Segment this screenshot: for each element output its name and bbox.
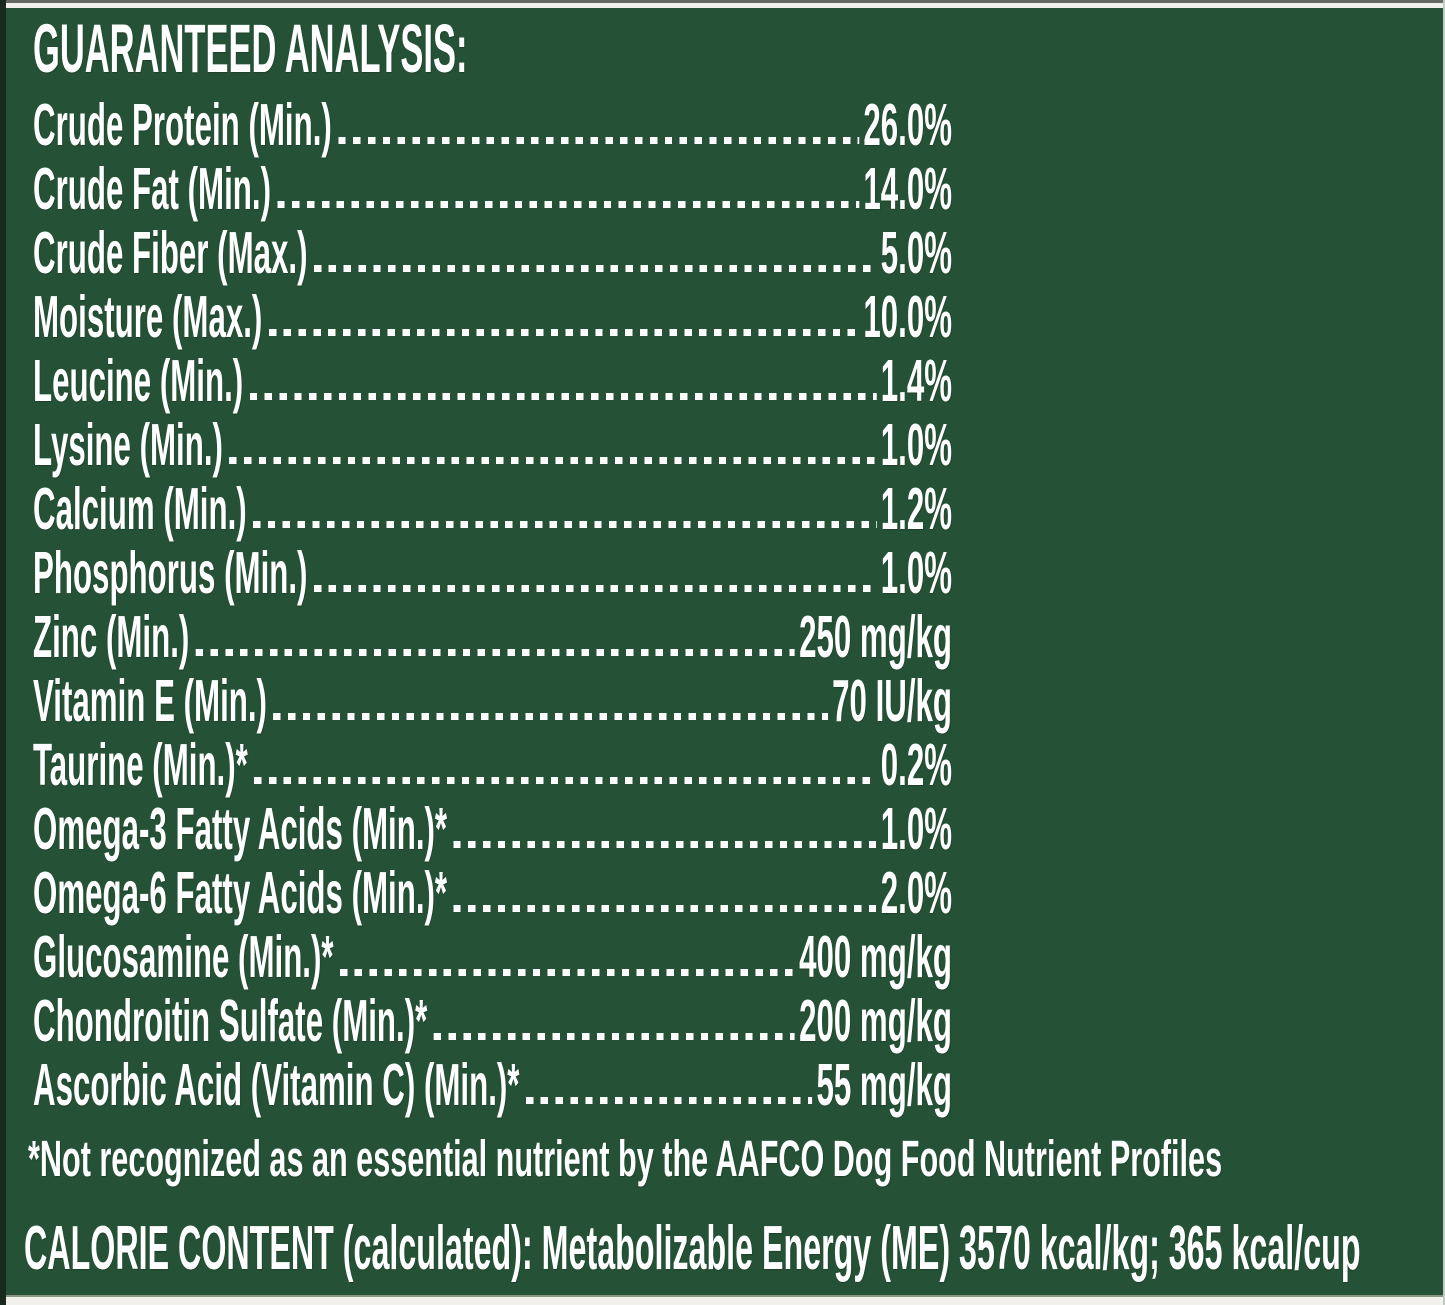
- nutrient-label: Crude Fiber (Max.): [33, 220, 308, 286]
- analysis-row: Crude Protein (Min.) 26.0%: [33, 93, 952, 157]
- scan-edge-top-white: [0, 3, 1445, 8]
- dotted-leader: [433, 1033, 795, 1040]
- dotted-leader: [268, 329, 860, 336]
- nutrient-label: Chondroitin Sulfate (Min.)*: [33, 988, 428, 1054]
- nutrient-value: 400 mg/kg: [799, 924, 953, 990]
- nutrient-value: 0.2%: [880, 732, 953, 798]
- analysis-table: Crude Protein (Min.) 26.0% Crude Fat (Mi…: [33, 93, 952, 1117]
- dotted-leader: [254, 777, 877, 784]
- aafco-footnote: *Not recognized as an essential nutrient…: [28, 1130, 1223, 1187]
- nutrient-label: Moisture (Max.): [33, 284, 263, 350]
- nutrient-label: Crude Fat (Min.): [33, 156, 271, 222]
- nutrient-label: Glucosamine (Min.)*: [33, 924, 334, 990]
- nutrient-value: 1.0%: [880, 796, 953, 862]
- analysis-row: Ascorbic Acid (Vitamin C) (Min.)* 55 mg/…: [33, 1053, 952, 1117]
- scan-edge-top-dark: [0, 0, 1445, 3]
- nutrient-label: Taurine (Min.)*: [33, 732, 248, 798]
- analysis-row: Taurine (Min.)* 0.2%: [33, 733, 952, 797]
- section-title: GUARANTEED ANALYSIS:: [33, 10, 468, 87]
- nutrient-value: 10.0%: [863, 284, 953, 350]
- nutrient-value: 1.4%: [880, 348, 953, 414]
- dotted-leader: [273, 713, 828, 720]
- nutrient-label: Omega-6 Fatty Acids (Min.)*: [33, 860, 448, 926]
- dotted-leader: [339, 969, 795, 976]
- analysis-row: Omega-6 Fatty Acids (Min.)* 2.0%: [33, 861, 952, 925]
- analysis-row: Vitamin E (Min.) 70 IU/kg: [33, 669, 952, 733]
- dotted-leader: [195, 649, 795, 656]
- nutrient-label: Ascorbic Acid (Vitamin C) (Min.)*: [33, 1052, 520, 1118]
- nutrient-label: Zinc (Min.): [33, 604, 190, 670]
- dotted-leader: [453, 905, 877, 912]
- nutrient-value: 2.0%: [880, 860, 953, 926]
- analysis-row: Chondroitin Sulfate (Min.)* 200 mg/kg: [33, 989, 952, 1053]
- nutrient-label: Omega-3 Fatty Acids (Min.)*: [33, 796, 448, 862]
- nutrient-value: 200 mg/kg: [799, 988, 953, 1054]
- nutrient-value: 1.0%: [880, 540, 953, 606]
- scan-edge-right: [1443, 0, 1445, 1305]
- analysis-row: Lysine (Min.) 1.0%: [33, 413, 952, 477]
- nutrient-value: 250 mg/kg: [799, 604, 953, 670]
- scan-edge-bottom-line: [0, 1295, 1445, 1297]
- nutrient-label: Phosphorus (Min.): [33, 540, 308, 606]
- dotted-leader: [253, 521, 877, 528]
- analysis-row: Moisture (Max.) 10.0%: [33, 285, 952, 349]
- nutrient-label: Calcium (Min.): [33, 476, 247, 542]
- analysis-row: Zinc (Min.) 250 mg/kg: [33, 605, 952, 669]
- nutrient-label: Leucine (Min.): [33, 348, 244, 414]
- dotted-leader: [453, 841, 877, 848]
- analysis-row: Omega-3 Fatty Acids (Min.)* 1.0%: [33, 797, 952, 861]
- nutrient-value: 70 IU/kg: [832, 668, 953, 734]
- scan-edge-bottom-white: [0, 1297, 1445, 1305]
- scan-edge-left: [0, 0, 6, 1305]
- analysis-row: Phosphorus (Min.) 1.0%: [33, 541, 952, 605]
- analysis-row: Calcium (Min.) 1.2%: [33, 477, 952, 541]
- nutrient-label: Lysine (Min.): [33, 412, 223, 478]
- nutrient-value: 55 mg/kg: [816, 1052, 953, 1118]
- nutrient-value: 14.0%: [863, 156, 953, 222]
- calorie-content-statement: CALORIE CONTENT (calculated): Metaboliza…: [24, 1214, 1361, 1283]
- dotted-leader: [277, 201, 860, 208]
- nutrient-label: Vitamin E (Min.): [33, 668, 267, 734]
- analysis-row: Leucine (Min.) 1.4%: [33, 349, 952, 413]
- dotted-leader: [338, 137, 860, 144]
- dotted-leader: [313, 265, 877, 272]
- nutrient-value: 1.2%: [880, 476, 953, 542]
- nutrient-value: 26.0%: [863, 92, 953, 158]
- nutrient-value: 1.0%: [880, 412, 953, 478]
- analysis-row: Crude Fat (Min.) 14.0%: [33, 157, 952, 221]
- dotted-leader: [249, 393, 877, 400]
- nutrient-value: 5.0%: [880, 220, 953, 286]
- dotted-leader: [313, 585, 877, 592]
- dotted-leader: [525, 1097, 813, 1104]
- analysis-row: Glucosamine (Min.)* 400 mg/kg: [33, 925, 952, 989]
- dotted-leader: [229, 457, 877, 464]
- analysis-row: Crude Fiber (Max.) 5.0%: [33, 221, 952, 285]
- nutrient-label: Crude Protein (Min.): [33, 92, 332, 158]
